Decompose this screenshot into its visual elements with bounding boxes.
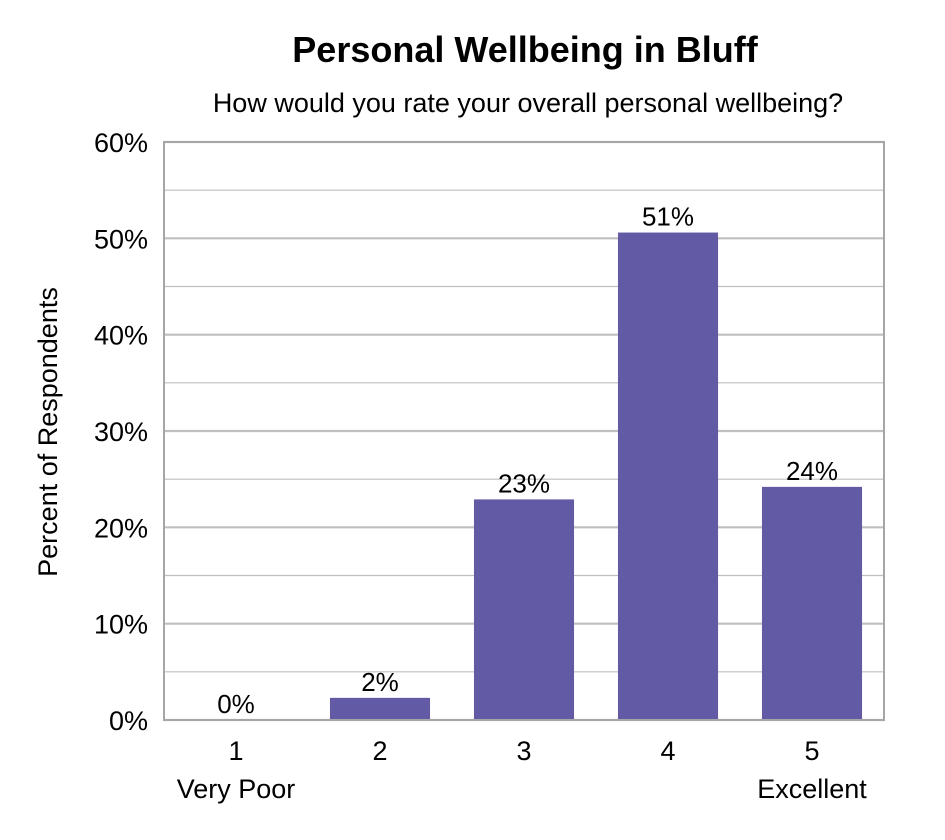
x-tick-label: 5 [804,736,819,766]
x-tick-sublabel: Very Poor [177,774,296,804]
data-label: 23% [498,468,550,498]
chart-title: Personal Wellbeing in Bluff [292,29,758,70]
y-tick-label: 60% [94,128,148,158]
y-axis-ticks: 0% 10% 20% 30% 40% 50% 60% [94,128,148,736]
y-tick-label: 20% [94,513,148,543]
bar [617,232,719,720]
bar [473,499,575,720]
x-axis-ticks: 1 Very Poor 2 3 4 5 Excellent [177,736,868,804]
x-tick-sublabel: Excellent [757,774,867,804]
data-label: 51% [642,202,694,232]
data-labels: 0% 2% 23% 51% 24% [217,202,838,719]
y-tick-label: 10% [94,610,148,640]
y-tick-label: 50% [94,224,148,254]
x-tick-label: 3 [516,736,531,766]
y-axis-label: Percent of Respondents [33,287,63,577]
y-tick-label: 0% [109,706,148,736]
x-tick-label: 4 [660,736,675,766]
y-tick-label: 40% [94,321,148,351]
bar [761,486,863,720]
plot-area-border [163,141,885,721]
bars [329,232,863,720]
x-tick-label: 1 [228,736,243,766]
chart-subtitle: How would you rate your overall personal… [213,88,843,118]
data-label: 24% [786,456,838,486]
data-label: 2% [361,667,399,697]
bar [329,697,431,720]
plot-frame [163,141,885,721]
data-label: 0% [217,689,255,719]
y-tick-label: 30% [94,417,148,447]
x-tick-label: 2 [372,736,387,766]
